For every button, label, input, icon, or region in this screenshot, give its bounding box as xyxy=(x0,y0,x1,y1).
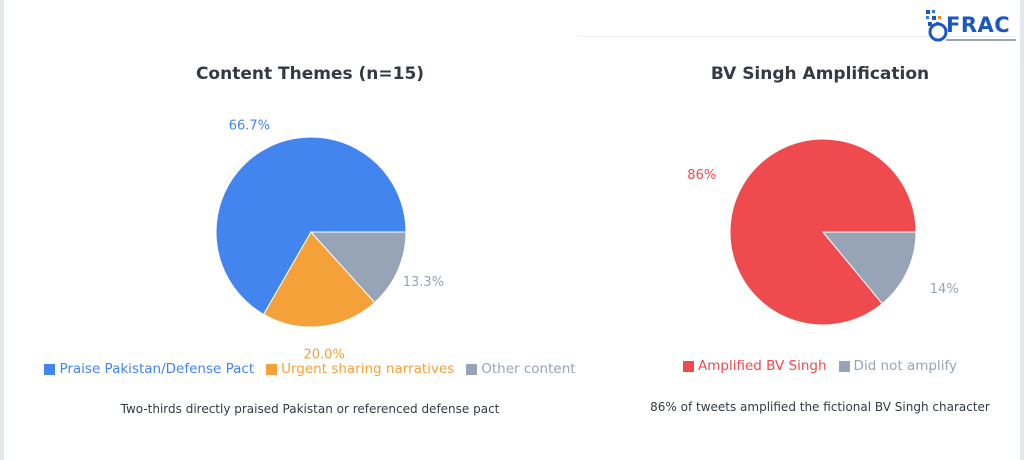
legend-swatch xyxy=(683,360,695,372)
legend-swatch xyxy=(266,363,278,375)
legend-swatch xyxy=(838,360,850,372)
pie-slice-urgent-sharing-narratives xyxy=(262,231,376,328)
content-themes-pie: 66.7% 20.0% 13.3% xyxy=(215,119,444,362)
logo-tagline xyxy=(946,39,1016,41)
pie-slice-did-not-amplify xyxy=(821,231,917,305)
legend-item-praise-pakistan-defense-pact[interactable]: Praise Pakistan/Defense Pact xyxy=(44,361,254,377)
pie-slice-amplified-bv-singh xyxy=(729,138,917,326)
chart-legend: Praise Pakistan/Defense Pact Urgent shari… xyxy=(44,361,576,377)
chart-title: BV Singh Amplification xyxy=(710,64,930,84)
legend-label: Urgent sharing narratives xyxy=(281,361,455,377)
legend-item-other-content[interactable]: Other content xyxy=(466,361,576,377)
frac-logo: FRAC xyxy=(924,8,1020,48)
slice-value-label: 66.7% xyxy=(229,119,270,134)
chart-title: Content Themes (n=15) xyxy=(195,64,425,84)
pie-slice-praise-pakistan-defense-pact xyxy=(215,136,407,316)
slice-value-label: 86% xyxy=(687,168,716,183)
legend-label: Praise Pakistan/Defense Pact xyxy=(59,361,255,377)
legend-item-urgent-sharing-narratives[interactable]: Urgent sharing narratives xyxy=(266,361,454,377)
logo-text: FRAC xyxy=(946,13,1011,37)
legend-label: Did not amplify xyxy=(853,358,957,374)
chart-caption: 86% of tweets amplified the fictional BV… xyxy=(650,400,990,414)
right-edge xyxy=(1020,0,1024,460)
logo-mark-icon xyxy=(926,10,948,42)
chart-legend: Amplified BV Singh Did not amplify xyxy=(610,358,1024,374)
legend-item-amplified-bv-singh[interactable]: Amplified BV Singh xyxy=(683,358,827,374)
bv-singh-pie: 86% 14% xyxy=(687,138,959,326)
slice-value-label: 14% xyxy=(930,282,959,297)
top-divider xyxy=(578,36,1018,37)
legend-label: Amplified BV Singh xyxy=(698,358,827,374)
legend-swatch xyxy=(44,363,56,375)
slice-value-label: 13.3% xyxy=(403,275,444,290)
left-edge xyxy=(0,0,4,460)
legend-swatch xyxy=(466,363,478,375)
legend-label: Other content xyxy=(481,361,576,377)
pie-slice-other-content xyxy=(309,231,407,304)
chart-caption: Two-thirds directly praised Pakistan or … xyxy=(120,402,500,416)
slice-value-label: 20.0% xyxy=(303,347,344,362)
legend-item-did-not-amplify[interactable]: Did not amplify xyxy=(838,358,957,374)
